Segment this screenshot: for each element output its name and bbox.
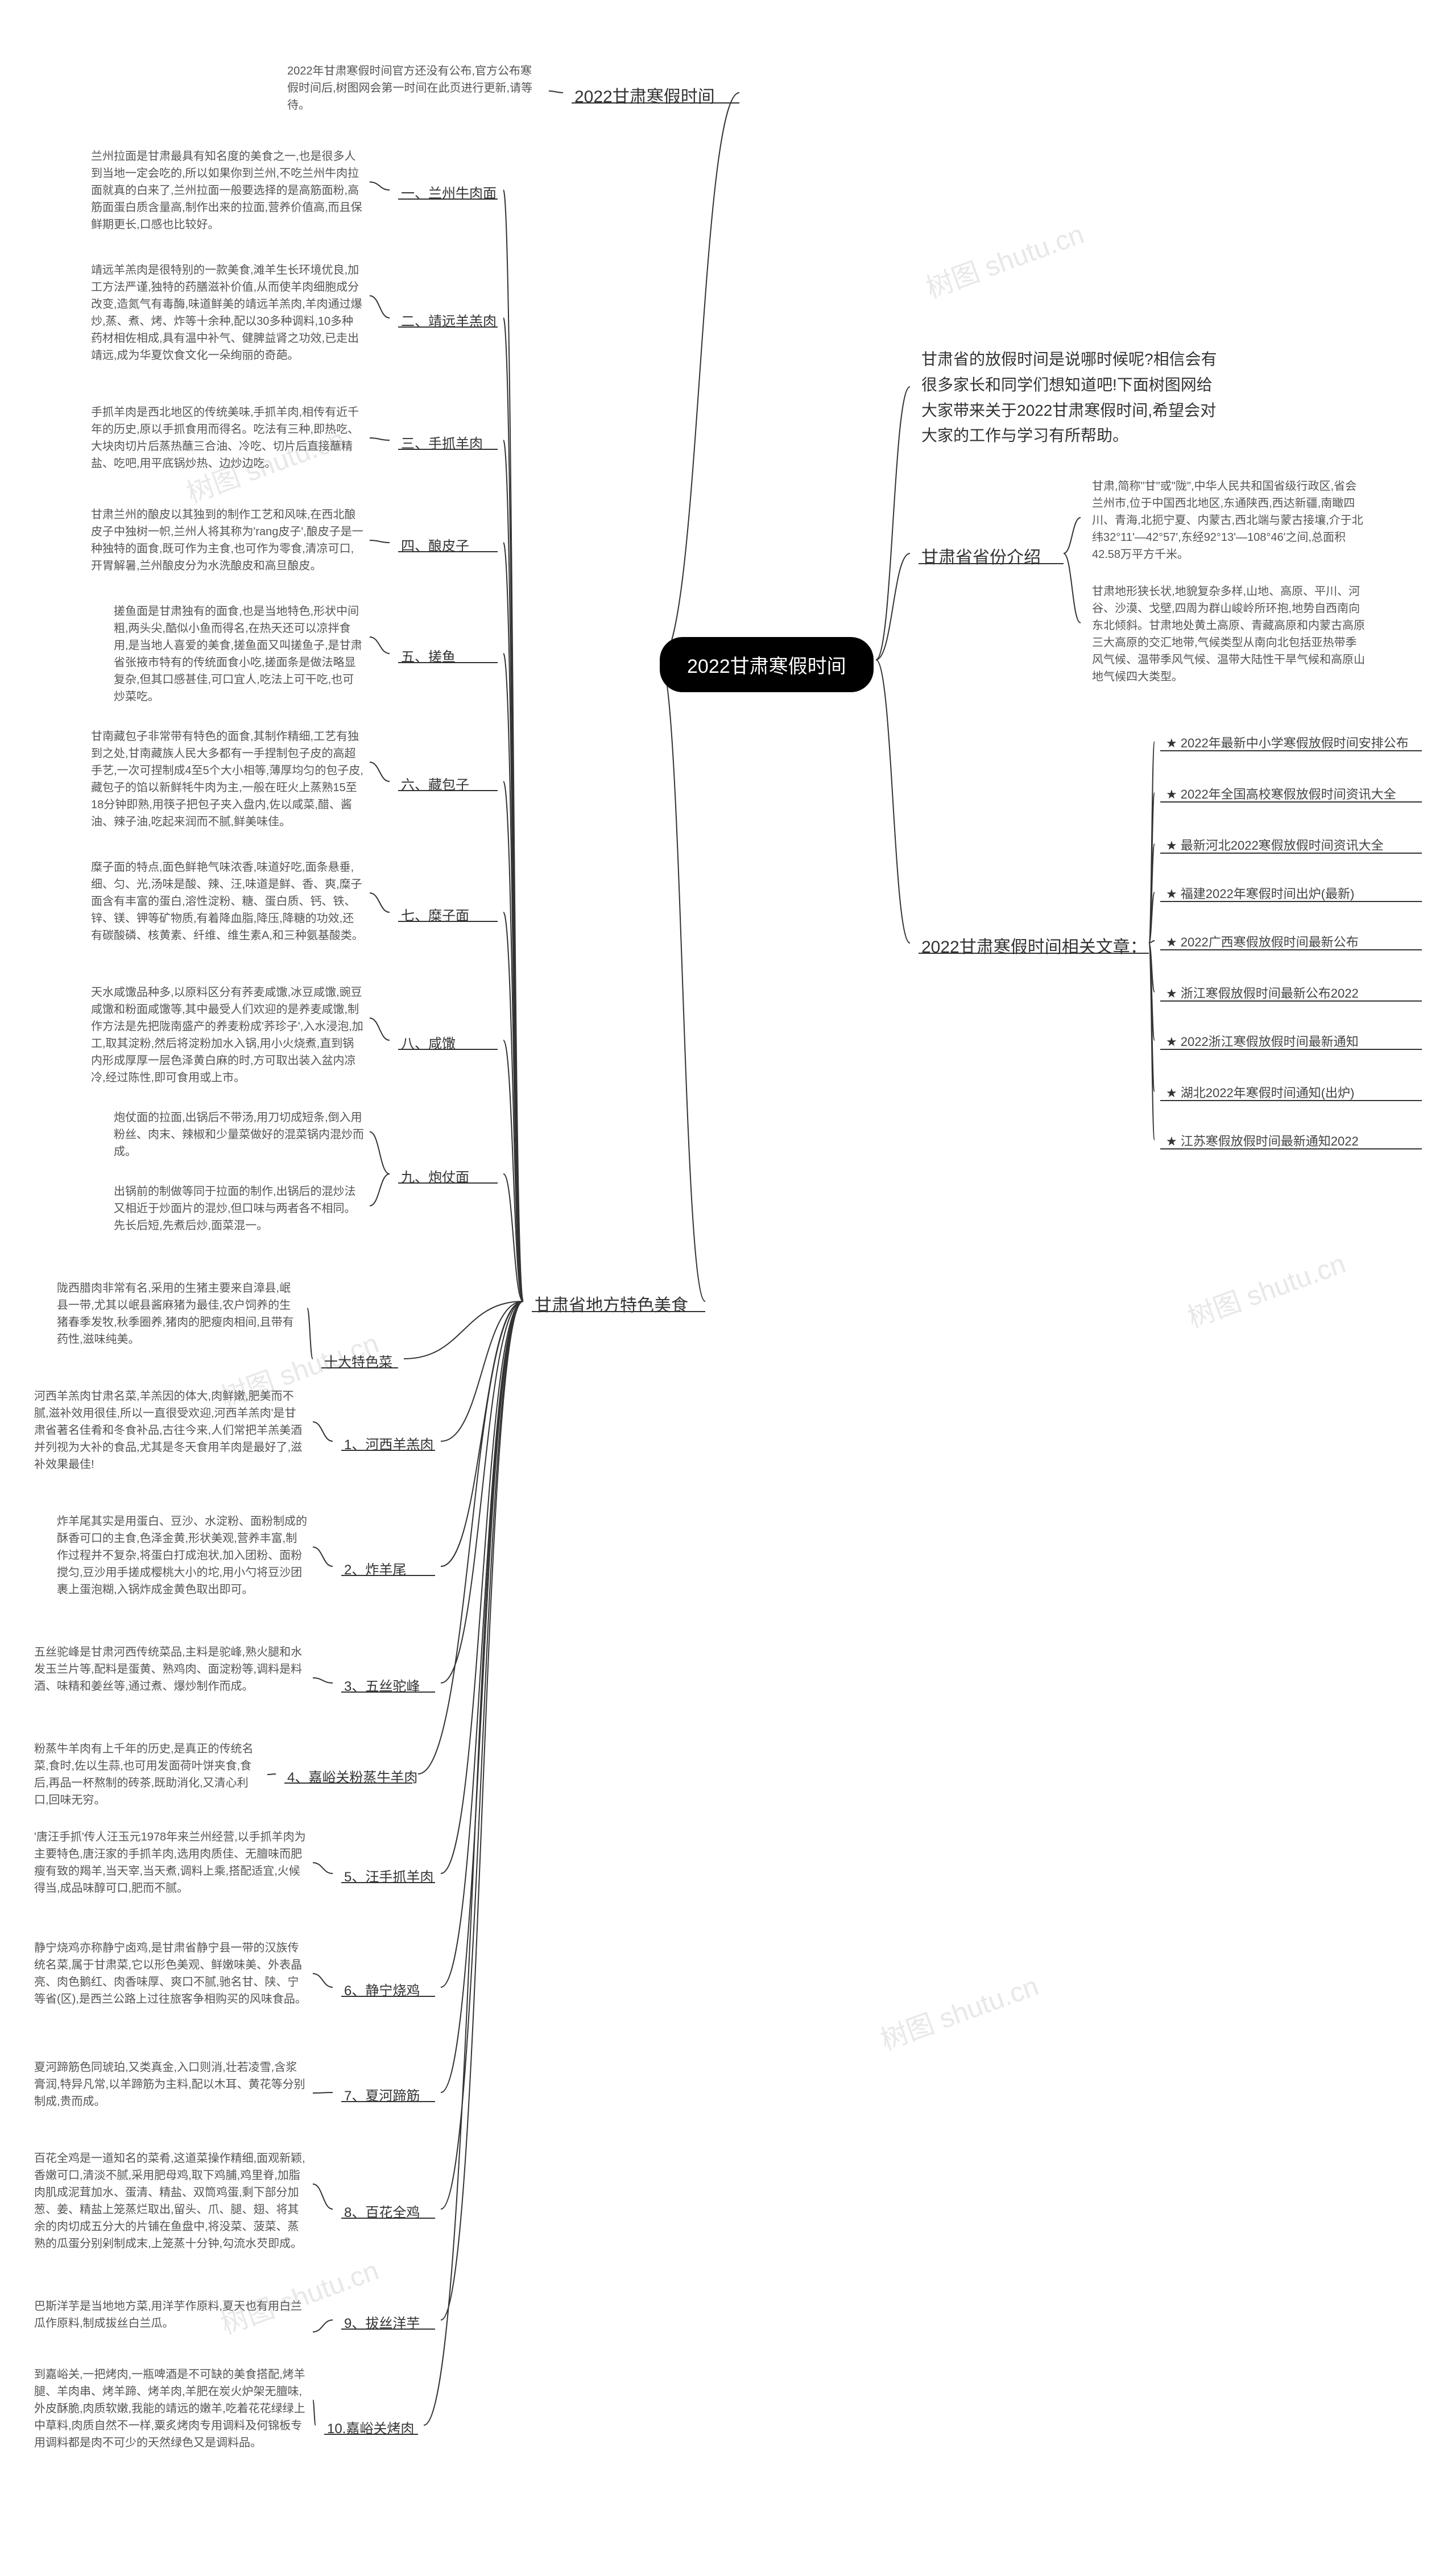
star-icon: ★ (1166, 887, 1177, 901)
province-desc1: 甘肃,简称"甘"或"陇",中华人民共和国省级行政区,省会兰州市,位于中国西北地区… (1092, 478, 1365, 563)
star-icon: ★ (1166, 787, 1177, 801)
food-item-label: 2、炸羊尾 (344, 1558, 406, 1578)
food-item-label: 十大特色菜 (324, 1351, 392, 1371)
food-item-desc: 到嘉峪关,一把烤肉,一瓶啤酒是不可缺的美食搭配,烤羊腿、羊肉串、烤羊蹄、烤羊肉,… (34, 2366, 307, 2451)
related-item: ★2022年最新中小学寒假放假时间安排公布 (1166, 734, 1409, 752)
star-icon: ★ (1166, 1086, 1177, 1100)
food-item-desc: 粉蒸牛羊肉有上千年的历史,是真正的传统名菜,食时,佐以生蒜,也可用发面荷叶饼夹食… (34, 1740, 262, 1809)
food-item-label: 7、夏河蹄筋 (344, 2085, 420, 2104)
food-item-label: 9、拔丝洋芋 (344, 2312, 420, 2332)
related-item: ★福建2022年寒假时间出炉(最新) (1166, 884, 1354, 903)
food-item-label: 4、嘉峪关粉蒸牛羊肉 (287, 1766, 417, 1786)
food-item-desc: 搓鱼面是甘肃独有的面食,也是当地特色,形状中间粗,两头尖,酷似小鱼而得名,在热天… (114, 603, 364, 705)
time-desc: 2022年甘肃寒假时间官方还没有公布,官方公布寒假时间后,树图网会第一时间在此页… (287, 63, 543, 114)
star-icon: ★ (1166, 986, 1177, 1000)
food-item-desc: 甘南藏包子非常带有特色的面食,其制作精细,工艺有独到之处,甘南藏族人民大多都有一… (91, 728, 364, 830)
star-icon: ★ (1166, 935, 1177, 949)
star-icon: ★ (1166, 1035, 1177, 1049)
star-icon: ★ (1166, 1134, 1177, 1148)
food-item-label: 5、汪手抓羊肉 (344, 1866, 433, 1885)
center-title: 2022甘肃寒假时间 (687, 656, 846, 677)
food-item-desc: 炸羊尾其实是用蛋白、豆沙、水淀粉、面粉制成的酥香可口的主食,色泽金黄,形状美观,… (57, 1513, 307, 1598)
province-desc2: 甘肃地形狭长状,地貌复杂多样,山地、高原、平川、河谷、沙漠、戈壁,四周为群山峻岭… (1092, 583, 1365, 685)
star-icon: ★ (1166, 736, 1177, 750)
food-item-label: 二、靖远羊羔肉 (401, 310, 497, 330)
related-item: ★江苏寒假放假时间最新通知2022 (1166, 1132, 1359, 1151)
food-item-desc: 糜子面的特点,面色鲜艳气味浓香,味道好吃,面条悬垂,细、匀、光,汤味是酸、辣、汪… (91, 859, 364, 944)
section-related: 2022甘肃寒假时间相关文章： (921, 933, 1147, 958)
food-item-desc: 天水咸馓品种多,以原料区分有荞麦咸馓,冰豆咸馓,豌豆咸馓和粉面咸馓等,其中最受人… (91, 984, 364, 1086)
section-province: 甘肃省省份介绍 (921, 543, 1041, 568)
food-item-label: 8、百花全鸡 (344, 2201, 420, 2221)
food-item-desc: 巴斯洋芋是当地地方菜,用洋芋作原料,夏天也有用白兰瓜作原料,制成拔丝白兰瓜。 (34, 2298, 307, 2332)
food-item-desc: 河西羊羔肉甘肃名菜,羊羔因的体大,肉鲜嫩,肥美而不腻,滋补效用很佳,所以一直很受… (34, 1388, 307, 1473)
food-extra: 陇西腊肉非常有名,采用的生猪主要来自漳县,岷县一带,尤其以岷县酱麻猪为最佳,农户… (57, 1280, 301, 1348)
food-item-desc: 百花全鸡是一道知名的菜肴,这道菜操作精细,面观新颖,香嫩可口,清淡不腻,采用肥母… (34, 2150, 307, 2252)
related-item: ★2022广西寒假放假时间最新公布 (1166, 933, 1359, 952)
food-item-desc: 五丝驼峰是甘肃河西传统菜品,主料是驼峰,熟火腿和水发玉兰片等,配料是蛋黄、熟鸡肉… (34, 1644, 307, 1695)
related-item: ★最新河北2022寒假放假时间资讯大全 (1166, 836, 1384, 855)
food-item-label: 1、河西羊羔肉 (344, 1433, 433, 1453)
center-node: 2022甘肃寒假时间 (660, 637, 874, 692)
food-item-desc: 炮仗面的拉面,出锅后不带汤,用刀切成短条,倒入用粉丝、肉末、辣椒和少量菜做好的混… (114, 1109, 364, 1160)
food-item-desc: '唐汪手抓'传人汪玉元1978年来兰州经营,以手抓羊肉为主要特色,唐汪家的手抓羊… (34, 1829, 307, 1897)
related-item: ★2022年全国高校寒假放假时间资讯大全 (1166, 785, 1396, 804)
food-item-desc: 静宁烧鸡亦称静宁卤鸡,是甘肃省静宁县一带的汉族传统名菜,属于甘肃菜,它以形色美观… (34, 1939, 307, 2008)
related-item: ★浙江寒假放假时间最新公布2022 (1166, 984, 1359, 1003)
food-item-label: 3、五丝驼峰 (344, 1675, 420, 1695)
food-item-desc: 手抓羊肉是西北地区的传统美味,手抓羊肉,相传有近千年的历史,原以手抓食用而得名。… (91, 404, 364, 472)
food-item-label: 四、酿皮子 (401, 535, 469, 555)
food-item-label: 八、咸馓 (401, 1032, 456, 1052)
related-item: ★湖北2022年寒假时间通知(出炉) (1166, 1083, 1354, 1102)
star-icon: ★ (1166, 838, 1177, 853)
food-item-label: 六、藏包子 (401, 774, 469, 793)
food-item-label: 10.嘉峪关烤肉 (327, 2417, 414, 2437)
food-item-label: 三、手抓羊肉 (401, 432, 483, 452)
food-item-desc: 出锅前的制做等同于拉面的制作,出锅后的混炒法又相近于炒面片的混炒,但口味与两者各… (114, 1183, 364, 1234)
food-item-label: 九、炮仗面 (401, 1166, 469, 1186)
food-item-desc: 夏河蹄筋色同琥珀,又类真金,入口则消,壮若凌雪,含浆膏润,特异凡常,以羊蹄筋为主… (34, 2059, 307, 2110)
section-food: 甘肃省地方特色美食 (535, 1291, 688, 1316)
food-item-label: 6、静宁烧鸡 (344, 1979, 420, 1999)
related-item: ★2022浙江寒假放假时间最新通知 (1166, 1032, 1359, 1051)
food-item-label: 一、兰州牛肉面 (401, 182, 497, 202)
food-item-label: 七、糜子面 (401, 904, 469, 924)
section-time: 2022甘肃寒假时间 (574, 82, 715, 107)
food-item-desc: 靖远羊羔肉是很特别的一款美食,滩羊生长环境优良,加工方法严谨,独特的药膳滋补价值… (91, 262, 364, 364)
food-item-desc: 甘肃兰州的酿皮以其独到的制作工艺和风味,在西北酿皮子中独树一帜,兰州人将其称为'… (91, 506, 364, 574)
food-item-label: 五、搓鱼 (401, 646, 456, 665)
intro-text: 甘肃省的放假时间是说哪时候呢?相信会有很多家长和同学们想知道吧!下面树图网给大家… (921, 347, 1217, 449)
food-item-desc: 兰州拉面是甘肃最具有知名度的美食之一,也是很多人到当地一定会吃的,所以如果你到兰… (91, 148, 364, 233)
